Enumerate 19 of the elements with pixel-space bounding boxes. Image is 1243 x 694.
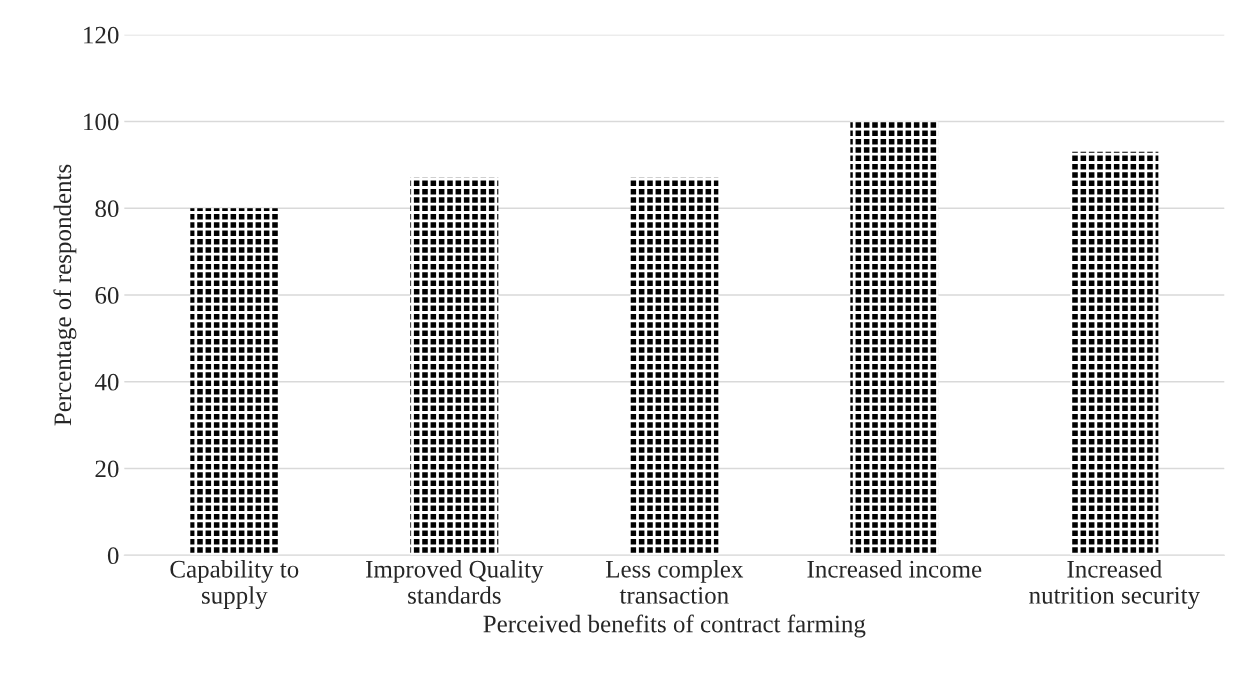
y-tick-label: 100: [84, 113, 119, 131]
y-tick-label: 0: [107, 547, 119, 565]
x-tick-label: Increased nutrition security: [1029, 560, 1200, 609]
x-axis-title: Perceived benefits of contract farming: [483, 614, 866, 638]
y-tick-label: 60: [95, 287, 119, 304]
bar: [1070, 151, 1159, 556]
x-tick-label: Improved Quality standards: [366, 560, 544, 604]
x-tick-label: Increased income: [807, 560, 982, 578]
y-tick-label: 120: [84, 26, 119, 44]
bar: [850, 121, 939, 556]
y-tick-label: 20: [95, 460, 119, 478]
bar: [190, 208, 279, 556]
y-tick-label: 40: [94, 373, 119, 391]
x-tick-label: Capability to supply: [170, 560, 299, 610]
x-tick-label: Less complex transaction: [605, 560, 744, 604]
bar: [630, 177, 719, 556]
y-axis-title: Percentage of respondents: [53, 164, 77, 426]
y-tick-label: 80: [95, 200, 119, 218]
bar: [410, 177, 499, 556]
